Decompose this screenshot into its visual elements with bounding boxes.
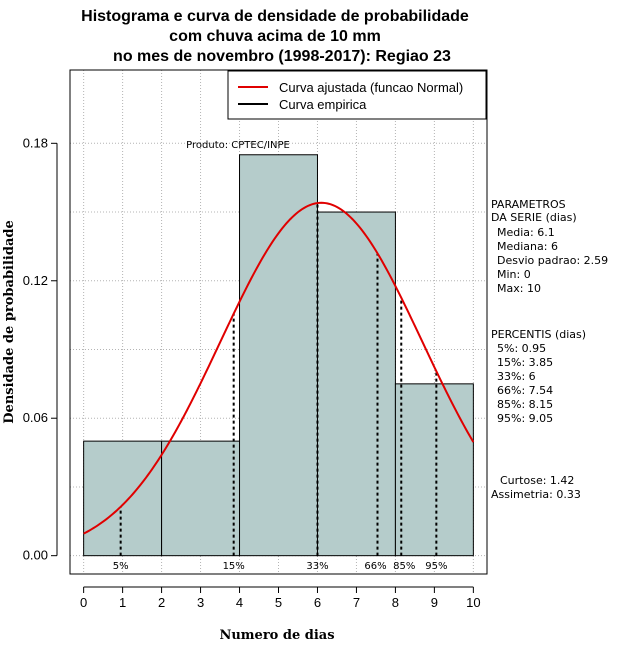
percentile-label: 95% — [425, 561, 447, 572]
x-tick-label: 8 — [392, 595, 399, 610]
legend-label-empirical: Curva empirica — [279, 97, 367, 112]
percentil-5: 5%: 0.95 — [497, 342, 546, 355]
shape-statistics-panel: Curtose: 1.42 Assimetria: 0.33 — [491, 474, 581, 501]
percentiles-panel: PERCENTIS (dias) 5%: 0.95 15%: 3.85 33%:… — [491, 328, 586, 425]
params-title-1: PARAMETROS — [491, 198, 566, 211]
legend: Curva ajustada (funcao Normal) Curva emp… — [227, 70, 487, 120]
param-desvio: Desvio padrao: 2.59 — [497, 254, 608, 267]
histogram-bar — [316, 211, 396, 557]
param-max: Max: 10 — [497, 282, 541, 295]
percentil-95: 95%: 9.05 — [497, 412, 553, 425]
param-mediana: Mediana: 6 — [497, 240, 558, 253]
histogram-bar — [161, 440, 241, 557]
percentile-label: 15% — [223, 561, 245, 572]
percentile-label: 33% — [306, 561, 328, 572]
chart-title-line-1: Histograma e curva de densidade de proba… — [81, 8, 469, 25]
params-title-2: DA SERIE (dias) — [491, 211, 577, 224]
percentil-33: 33%: 6 — [497, 370, 536, 383]
legend-label-fitted: Curva ajustada (funcao Normal) — [279, 80, 463, 95]
bars-layer — [83, 154, 474, 557]
param-media: Media: 6.1 — [497, 226, 555, 239]
curtose: Curtose: 1.42 — [500, 474, 574, 487]
percentil-66: 66%: 7.54 — [497, 384, 553, 397]
x-tick-label: 4 — [236, 595, 243, 610]
y-axis-title: Densidade de probabilidade — [2, 220, 17, 423]
x-tick-label: 1 — [119, 595, 126, 610]
x-axis-title: Numero de dias — [219, 628, 334, 643]
assimetria: Assimetria: 0.33 — [491, 488, 581, 501]
legend-box — [227, 70, 487, 120]
curve-layer — [83, 201, 475, 535]
histogram-bar — [83, 440, 163, 557]
chart-title-line-3: no mes de novembro (1998-2017): Regiao 2… — [113, 48, 451, 65]
histogram-bar — [239, 154, 318, 557]
fitted-normal-curve — [83, 201, 475, 535]
x-tick-label: 6 — [314, 595, 321, 610]
percentile-labels-layer: 5% 15% 33% 66% 85% 95% — [113, 561, 448, 572]
product-annotation: Produto: CPTEC/INPE — [186, 140, 290, 151]
x-tick-label: 5 — [275, 595, 282, 610]
percentile-label: 5% — [113, 561, 129, 572]
percentile-lines-layer — [119, 203, 438, 556]
percentile-label: 66% — [364, 561, 386, 572]
x-tick-label: 7 — [353, 595, 360, 610]
plot-frame — [69, 69, 488, 575]
x-tick-label: 0 — [80, 595, 87, 610]
percentile-label: 85% — [393, 561, 415, 572]
histogram-bar — [394, 383, 474, 557]
chart-title-line-2: com chuva acima de 10 mm — [169, 28, 381, 45]
x-tick-label: 10 — [466, 595, 480, 610]
y-tick-label: 0.18 — [23, 135, 48, 150]
percentis-title: PERCENTIS (dias) — [491, 328, 586, 341]
series-parameters-panel: PARAMETROS DA SERIE (dias) Media: 6.1 Me… — [491, 198, 608, 295]
axes-layer: 0 1 2 3 4 5 6 7 8 9 10 0.00 0.06 0.12 0.18 — [23, 135, 481, 610]
percentil-15: 15%: 3.85 — [497, 356, 553, 369]
x-tick-label: 2 — [158, 595, 165, 610]
x-tick-label: 3 — [197, 595, 204, 610]
param-min: Min: 0 — [497, 268, 531, 281]
percentil-85: 85%: 8.15 — [497, 398, 553, 411]
y-tick-label: 0.00 — [23, 548, 48, 563]
y-tick-label: 0.12 — [23, 273, 48, 288]
y-tick-label: 0.06 — [23, 410, 48, 425]
x-tick-label: 9 — [431, 595, 438, 610]
